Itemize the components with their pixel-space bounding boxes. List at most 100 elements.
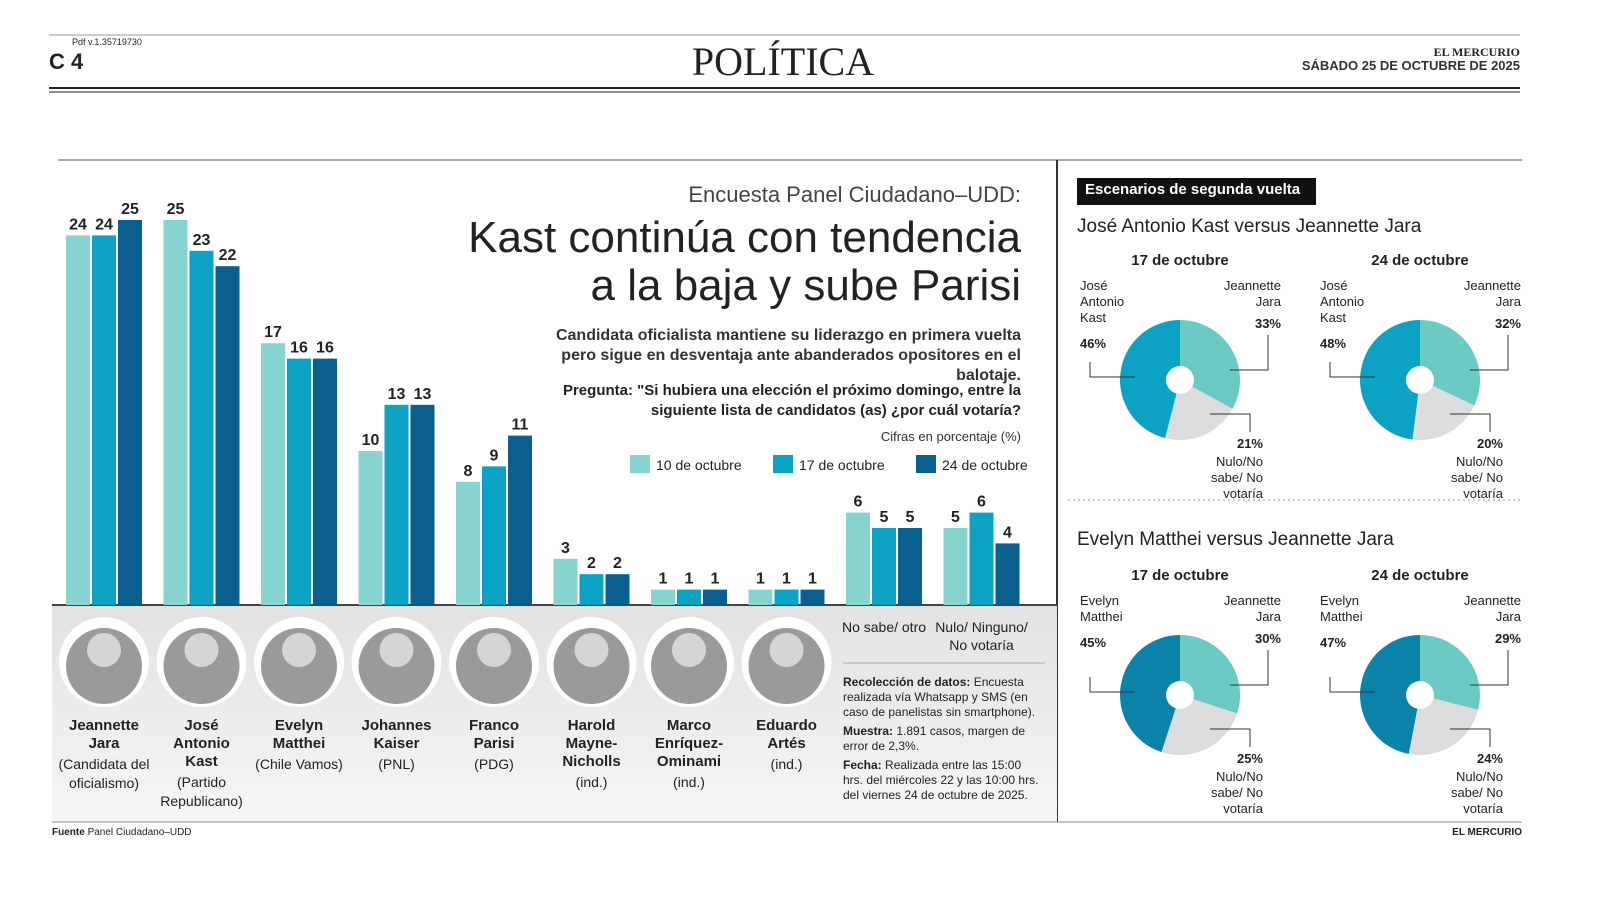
pie-slice [1408,695,1479,755]
portrait-head [672,633,706,667]
bar [651,589,675,605]
category-note: (Partido Republicano) [160,774,243,809]
pie-slice [1420,320,1481,406]
category-note: (ind.) [575,774,608,790]
value-label: 1 [685,571,694,588]
value-label: 1 [659,571,668,588]
pie-slice [1420,635,1480,710]
leader-line [1450,728,1491,747]
scenario-title: José Antonio Kast versus Jeannette Jara [1077,216,1422,237]
leader-line [1450,413,1491,432]
category-label: Nulo/ Ninguno/ No votaría [935,619,1028,653]
category-label: Harold Mayne-Nicholls [562,717,621,770]
badge-bg [1077,178,1316,205]
value-label: 5 [880,509,889,526]
pie-value: 33% [1254,316,1281,331]
category: José Antonio Kast (Partido Republicano) [152,717,252,811]
portrait-head [769,633,804,667]
bar [163,220,188,605]
pie-label-group: Evelyn Matthei 45% [1080,593,1140,651]
bar [774,589,799,605]
value-label: 2 [587,555,596,572]
value-label: 1 [711,571,720,588]
portrait-head [379,633,414,667]
pie-slice [1165,380,1233,441]
value-label: 9 [490,447,499,464]
portrait-head [477,633,511,667]
bar [66,235,90,605]
value-label: 2 [613,555,622,572]
category-note: (PNL) [378,756,415,772]
bar [456,481,480,605]
portrait-head [282,633,316,667]
pie-label-group: 21% Nulo/No sabe/ No votaría [1163,436,1263,502]
value-label: 6 [977,494,986,511]
pdf-id: Pdf v.1.35719730 [72,37,142,47]
category-note: (Candidata del oficialismo) [58,756,150,791]
leader-line [1089,362,1135,378]
pie-label-group: 24% Nulo/No sabe/ No votaría [1403,751,1503,817]
bar [605,574,630,605]
value-label: 10 [362,432,380,449]
bar [118,220,142,605]
scenario-title: Evelyn Matthei versus Jeannette Jara [1077,529,1394,550]
methodology: Recolección de datos: Encuesta realizada… [843,675,1043,807]
category-label: José Antonio Kast [173,717,230,770]
pie-label: Evelyn Matthei [1320,593,1363,624]
leader-line [1210,728,1251,747]
pie-label-group: 20% Nulo/No sabe/ No votaría [1403,436,1503,502]
category-note: (Chile Vamos) [255,756,343,772]
pie-label-group: José Antonio Kast 46% [1080,278,1140,352]
bar [898,528,922,605]
value-label: 23 [193,232,211,249]
pie-label-group: José Antonio Kast 48% [1320,278,1380,352]
value-label: 13 [388,386,406,403]
value-label: 5 [951,509,960,526]
pie-slice [1161,695,1238,755]
pie-title: 17 de octubre [1131,252,1229,269]
pie-slice [1120,635,1180,753]
category: Jeannette Jara (Candidata del oficialismo… [54,717,154,793]
portrait-head [87,633,121,667]
category: Harold Mayne-Nicholls (ind.) [542,717,642,792]
pie-label: Jeannette Jara [1223,593,1281,624]
subtitle: Candidata oficialista mantiene su lidera… [555,327,1021,384]
pie-hole [1166,366,1194,394]
value-label: 3 [561,540,570,557]
category-label: Marco Enríquez-Ominami [654,717,724,770]
pie-label: Nulo/No sabe/ No votaría [1450,454,1503,501]
bar [677,589,701,605]
bar [969,512,994,605]
leader-line [1089,677,1135,693]
pie-slice [1412,380,1475,441]
leader-line [1329,677,1375,693]
pie-label: Nulo/No sabe/ No votaría [1210,769,1263,816]
pie-value: 29% [1494,631,1521,646]
value-label: 5 [906,509,915,526]
value-label: 6 [854,494,863,511]
pie-title: 24 de octubre [1371,567,1469,584]
value-label: 1 [756,571,765,588]
portrait-head [184,633,219,667]
pie-hole [1406,366,1434,394]
pie-label: Jeannette Jara [1223,278,1281,309]
section: POLÍTICA [691,39,875,84]
value-label: 22 [219,247,237,264]
bar [482,466,506,605]
bar [995,543,1020,605]
value-label: 13 [414,386,432,403]
footer-source: Fuente Panel Ciudadano–UDD [52,827,192,838]
method-text: Realizada entre las 15:00 hrs. del miérc… [843,758,1039,802]
value-label: 25 [167,201,185,218]
pie-value: 20% [1476,436,1503,451]
legend-swatch [773,455,793,473]
pie-label: José Antonio Kast [1320,278,1365,325]
badge: Escenarios de segunda vuelta [1085,181,1301,198]
pie-title: 17 de octubre [1131,567,1229,584]
legend-label: 17 de octubre [799,457,885,473]
page-number: C 4 [49,49,84,74]
bar [384,404,409,605]
pie-hole [1166,681,1194,709]
value-label: 8 [464,463,473,480]
pie-value: 30% [1254,631,1281,646]
